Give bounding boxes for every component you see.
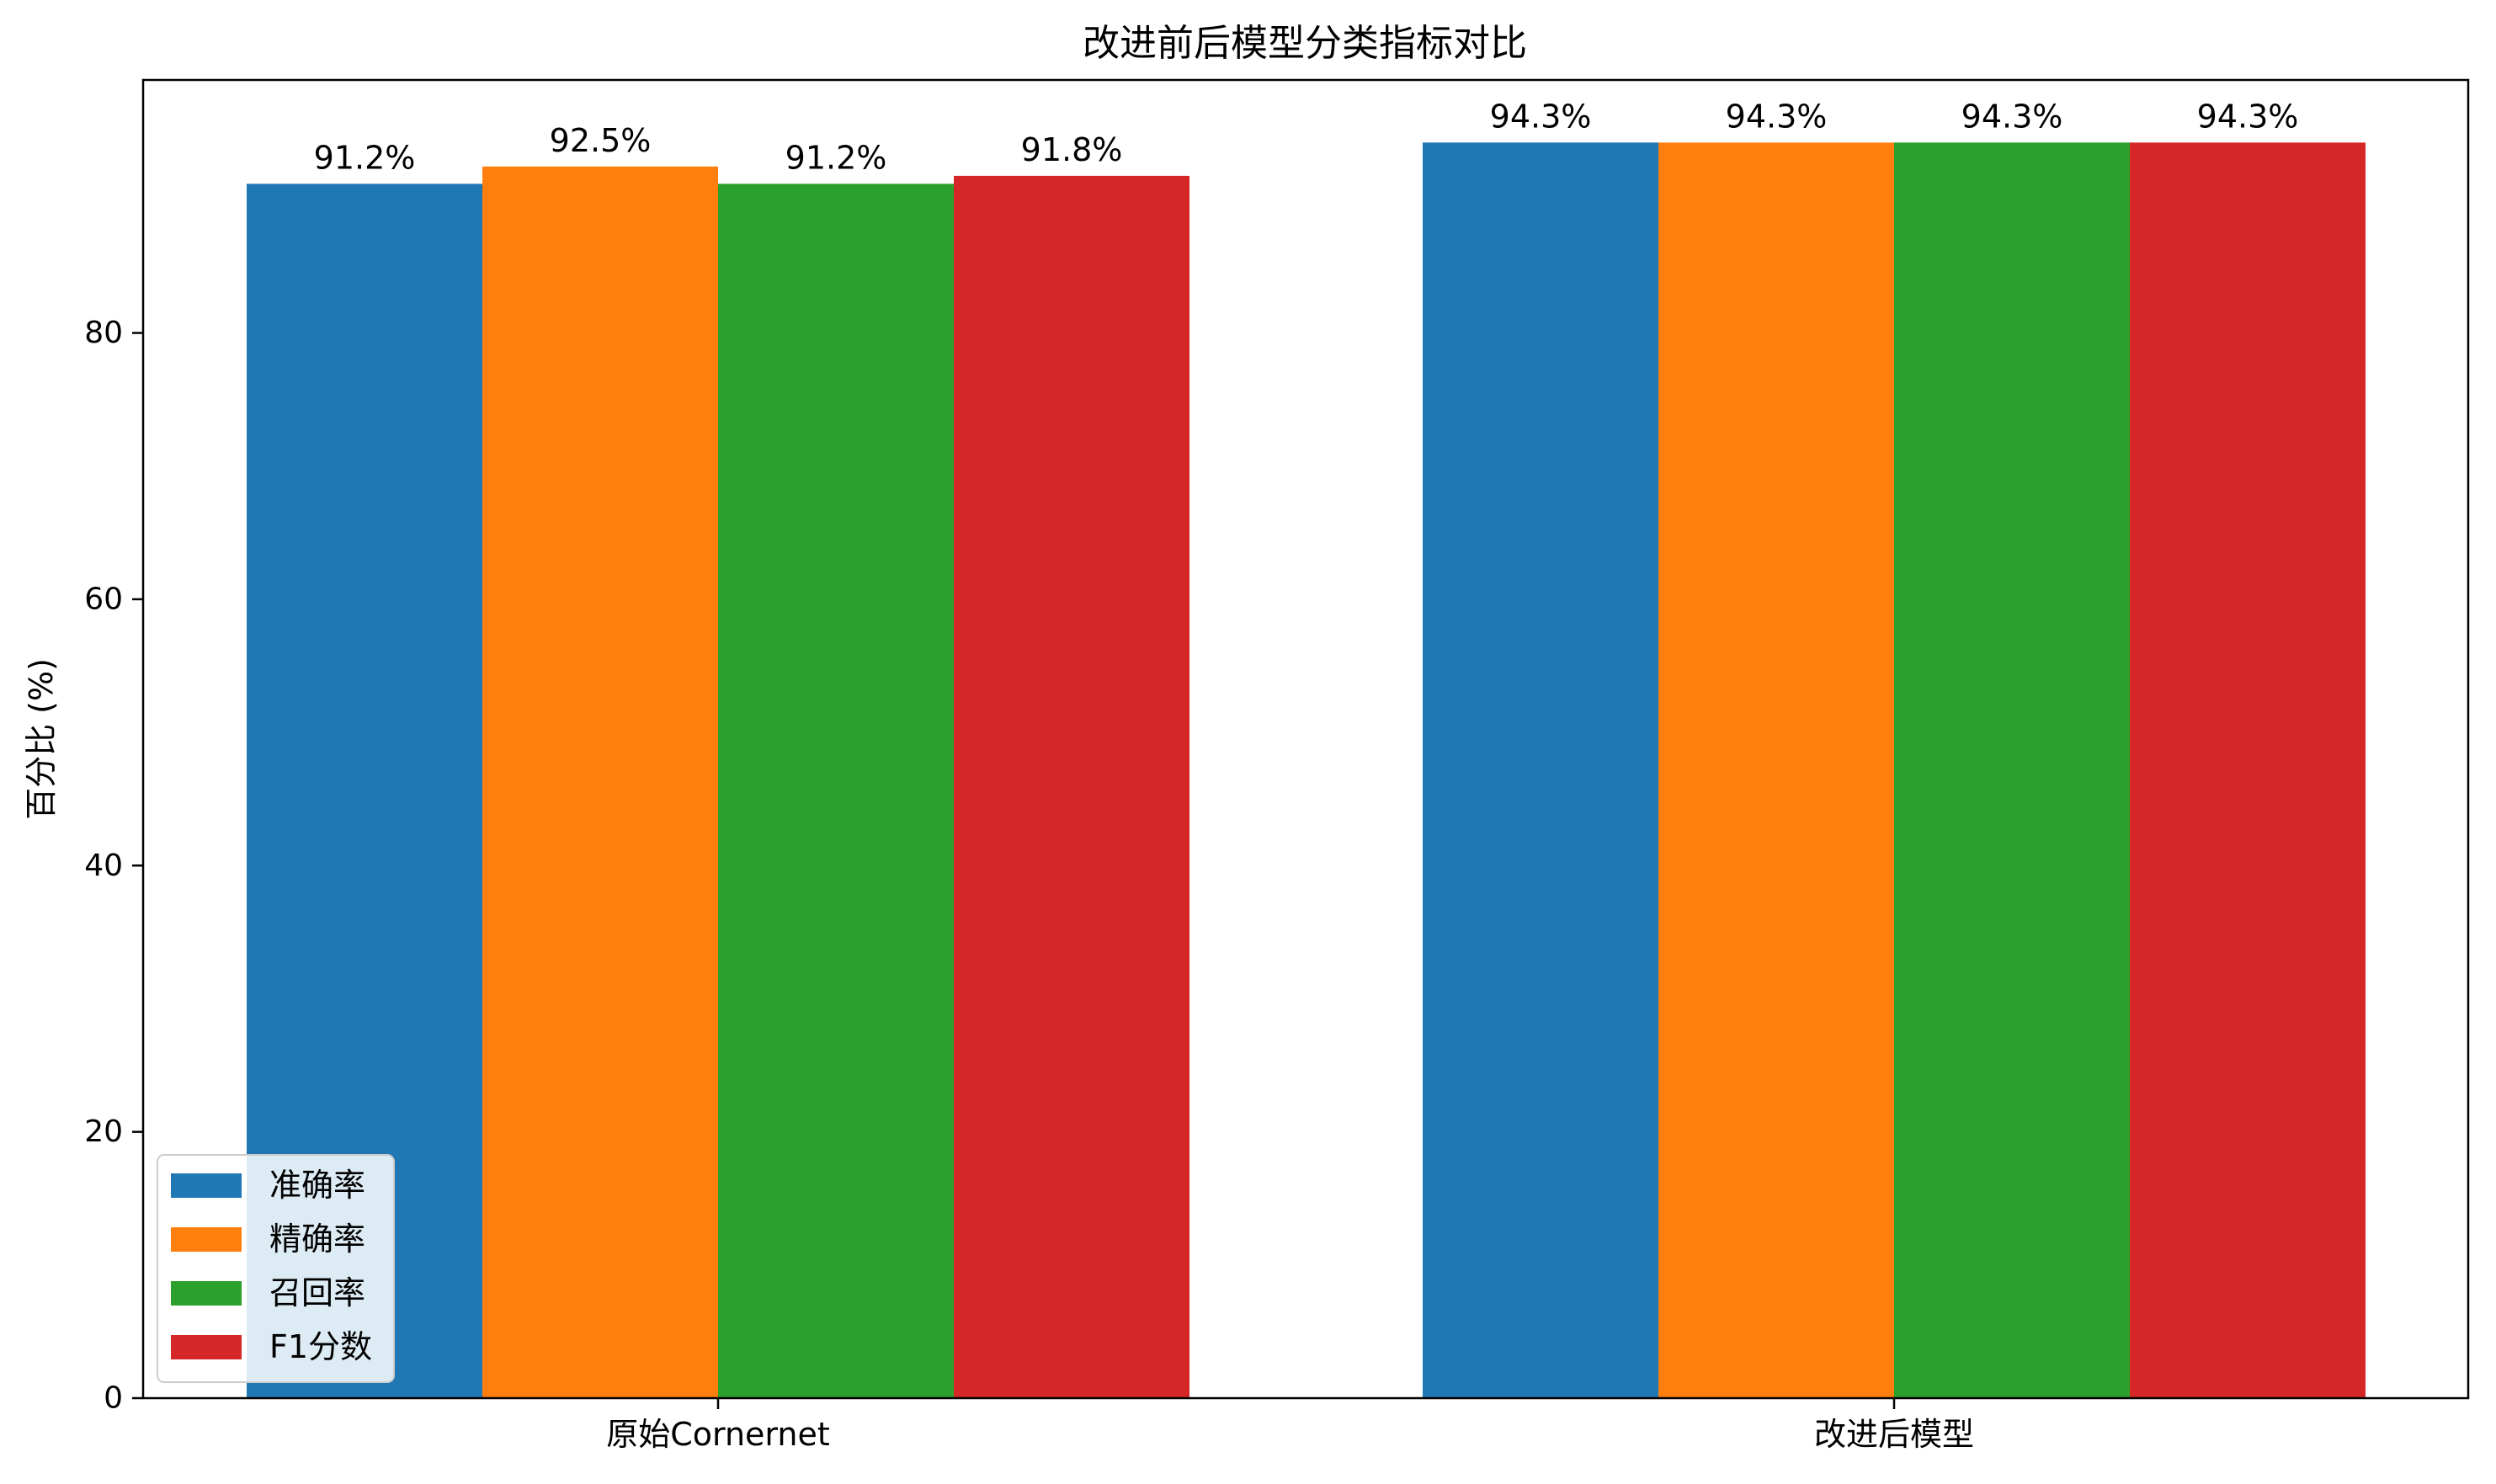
- y-axis: 0 20 40 60 80: [84, 316, 143, 1416]
- bar-value-label: 94.3%: [1726, 98, 1828, 135]
- x-axis: 原始Cornernet 改进后模型: [606, 1398, 1974, 1453]
- bar-value-label: 94.3%: [1490, 98, 1592, 135]
- y-tick-label: 60: [84, 582, 123, 616]
- y-tick-label: 20: [84, 1114, 123, 1149]
- bar-value-label: 91.2%: [314, 139, 416, 176]
- bar-value-label: 91.2%: [785, 139, 887, 176]
- legend-swatch-3: [171, 1281, 242, 1306]
- y-axis-label: 百分比 (%): [23, 658, 60, 820]
- bar-3-2: [1894, 142, 2130, 1398]
- bar-value-label: 94.3%: [2197, 98, 2299, 135]
- legend-label-1: 准确率: [269, 1167, 365, 1204]
- bar-value-label: 94.3%: [1961, 98, 2063, 135]
- legend-label-3: 召回率: [269, 1274, 365, 1311]
- legend-swatch-1: [171, 1173, 242, 1198]
- legend-label-2: 精确率: [269, 1221, 365, 1258]
- legend-swatch-4: [171, 1335, 242, 1359]
- x-tick-label: 改进后模型: [1814, 1416, 1974, 1453]
- y-tick-label: 80: [84, 316, 123, 350]
- bar-value-label: 91.8%: [1021, 131, 1123, 168]
- bar-labels-layer: 91.2% 94.3% 92.5% 94.3% 91.2% 94.3% 91.8% 94.3%: [314, 98, 2299, 176]
- bar-3-1: [718, 184, 954, 1398]
- y-tick-label: 40: [84, 848, 123, 883]
- legend-box: [157, 1154, 395, 1383]
- legend-label-4: F1分数: [269, 1328, 372, 1365]
- plot-frame: [141, 78, 2470, 1400]
- chart-title: 改进前后模型分类指标对比: [1083, 22, 1527, 65]
- bar-4-2: [2130, 142, 2366, 1398]
- bar-4-1: [954, 175, 1189, 1399]
- y-tick-label: 0: [104, 1381, 123, 1416]
- bar-2-1: [482, 166, 718, 1399]
- bars-layer: [247, 142, 2366, 1399]
- bar-2-2: [1658, 142, 1894, 1398]
- bar-1-2: [1423, 142, 1658, 1398]
- bar-value-label: 92.5%: [550, 122, 652, 159]
- legend-swatch-2: [171, 1227, 242, 1252]
- x-tick-label: 原始Cornernet: [606, 1416, 830, 1453]
